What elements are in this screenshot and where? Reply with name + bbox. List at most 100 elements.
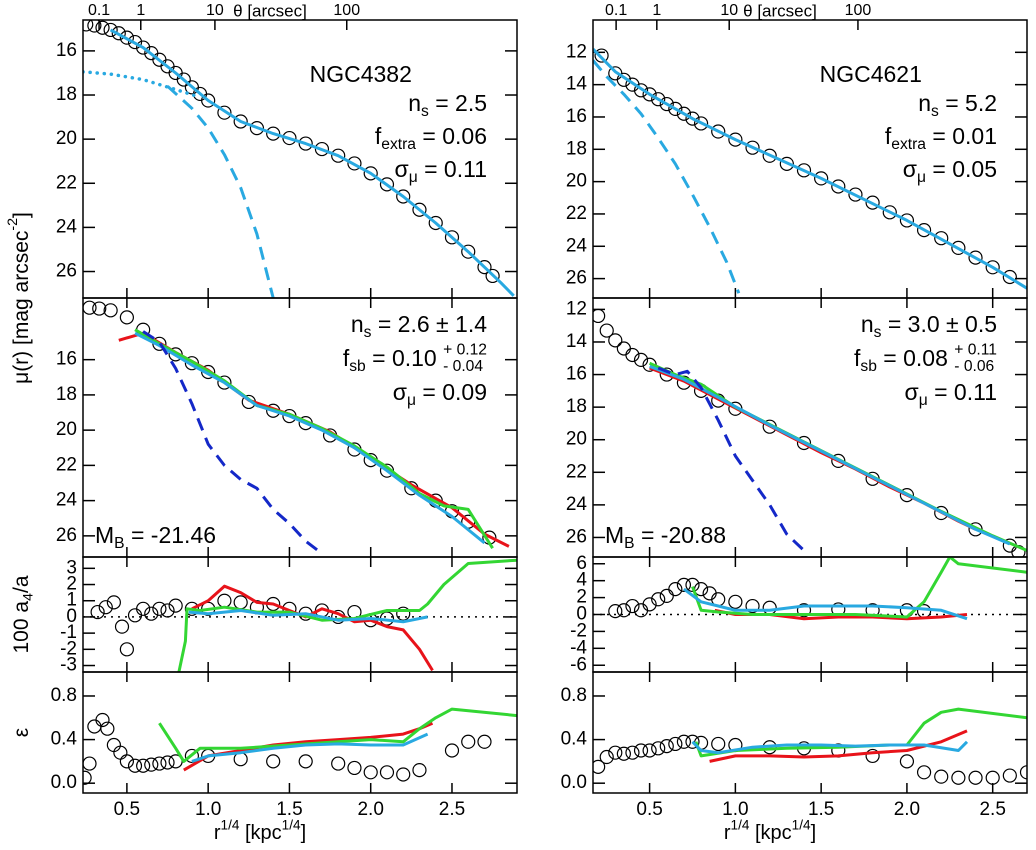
data-point (233, 114, 248, 129)
data-point (899, 754, 915, 769)
data-point (87, 719, 102, 734)
text-part: n (351, 311, 364, 337)
text-part: - 0.04 (443, 358, 483, 375)
data-point (608, 745, 623, 760)
data-point (599, 749, 614, 765)
text-part: = 0.11 (418, 156, 487, 182)
data-point (728, 132, 743, 147)
annotation: fextra = 0.06 (375, 123, 487, 153)
text-part: s (874, 324, 882, 341)
data-point (461, 244, 476, 259)
data-point (934, 769, 949, 784)
text-part: r (724, 822, 731, 844)
text-part: extra (381, 136, 416, 153)
data-point (217, 375, 232, 390)
data-point (676, 106, 692, 121)
data-point (331, 148, 346, 163)
x2-tick-label: 100 (333, 2, 360, 19)
text-part: - 0.06 (954, 358, 994, 375)
line (177, 558, 517, 672)
data-point (83, 756, 97, 771)
text-part: B (624, 535, 634, 552)
y-tick-label: 26 (56, 525, 77, 546)
text-part: /a (10, 575, 33, 593)
data-point (625, 347, 640, 363)
data-point (87, 20, 102, 33)
text-part: μ(r) [mag arcsec (10, 231, 33, 384)
data-point (899, 213, 915, 228)
text-part: μ (919, 392, 928, 409)
x-tick-label: 2.0 (357, 799, 383, 820)
text-part: = 2.6 ± 1.4 (371, 311, 487, 337)
y-tick-label: 0.4 (51, 729, 78, 750)
x-tick-label: 1.5 (808, 799, 834, 820)
data-point (796, 163, 812, 178)
text-part: ] (811, 822, 817, 844)
y-tick-label: -2 (60, 638, 77, 659)
data-point (119, 30, 134, 45)
text-part: extra (891, 136, 926, 153)
x-tick-label: 0.5 (636, 799, 662, 820)
data-point (668, 101, 683, 116)
x2-axis-label: θ [arcsec] (743, 1, 817, 20)
y-tick-label: 16 (566, 106, 587, 127)
annotation: σμ = 0.11 (905, 379, 998, 409)
data-point (136, 601, 151, 616)
data-point (1002, 768, 1017, 783)
annotation: σμ = 0.11 (395, 156, 488, 186)
dashed-line (142, 330, 323, 555)
text-part: 100 a (10, 601, 33, 654)
data-point (461, 734, 476, 749)
y-axis-label: μ(r) [mag arcsec-2] (5, 212, 33, 384)
data-point (625, 598, 640, 614)
data-point (83, 770, 92, 785)
data-point (379, 765, 395, 780)
data-point (916, 223, 932, 238)
text-part: 1/4 (792, 817, 811, 832)
line (158, 707, 517, 763)
text-part: ] (301, 822, 307, 844)
text-part: NGC4621 (820, 61, 922, 87)
text-part: 1/4 (282, 817, 301, 832)
y-axis-label: ε (10, 728, 33, 737)
data-point (298, 136, 313, 151)
x-tick-label: 2.5 (979, 799, 1005, 820)
y-tick-label: -1 (60, 622, 77, 643)
y-tick-label: 0.0 (561, 772, 587, 793)
text-part: + 0.12 (443, 341, 487, 358)
data-point (616, 603, 631, 618)
data-point (127, 758, 143, 773)
text-part: μ (407, 392, 416, 409)
data-point (865, 748, 880, 764)
x2-axis-label: θ [arcsec] (233, 1, 307, 20)
y-tick-label: 26 (566, 268, 587, 289)
data-point (633, 603, 649, 618)
line (183, 721, 434, 772)
text-part: = 0.01 (926, 123, 997, 149)
y-tick-label: 6 (576, 553, 587, 574)
annotation: ns = 5.2 (918, 90, 997, 120)
y-tick-label: 0.4 (561, 729, 588, 750)
y-tick-label: 24 (56, 490, 78, 511)
text-part: 1/4 (221, 817, 240, 832)
panel-title: NGC4621 (820, 61, 922, 87)
text-part: n (918, 90, 931, 116)
y-tick-label: 2 (576, 587, 587, 608)
data-point (266, 754, 281, 769)
data-point (444, 743, 460, 758)
y-tick-label: 18 (56, 384, 77, 405)
data-point (184, 356, 200, 371)
text-part: [kpc (239, 822, 281, 844)
data-point (633, 743, 649, 758)
data-point (651, 592, 666, 607)
text-part: σ (395, 156, 409, 182)
data-point (711, 124, 726, 139)
data-point (633, 352, 649, 367)
data-point (676, 734, 692, 749)
data-point (642, 87, 657, 102)
data-point (444, 230, 460, 245)
text-part: = 0.11 (928, 379, 997, 405)
y-tick-label: 4 (576, 570, 587, 591)
data-point (848, 187, 863, 202)
text-part: = -21.46 (125, 522, 216, 548)
